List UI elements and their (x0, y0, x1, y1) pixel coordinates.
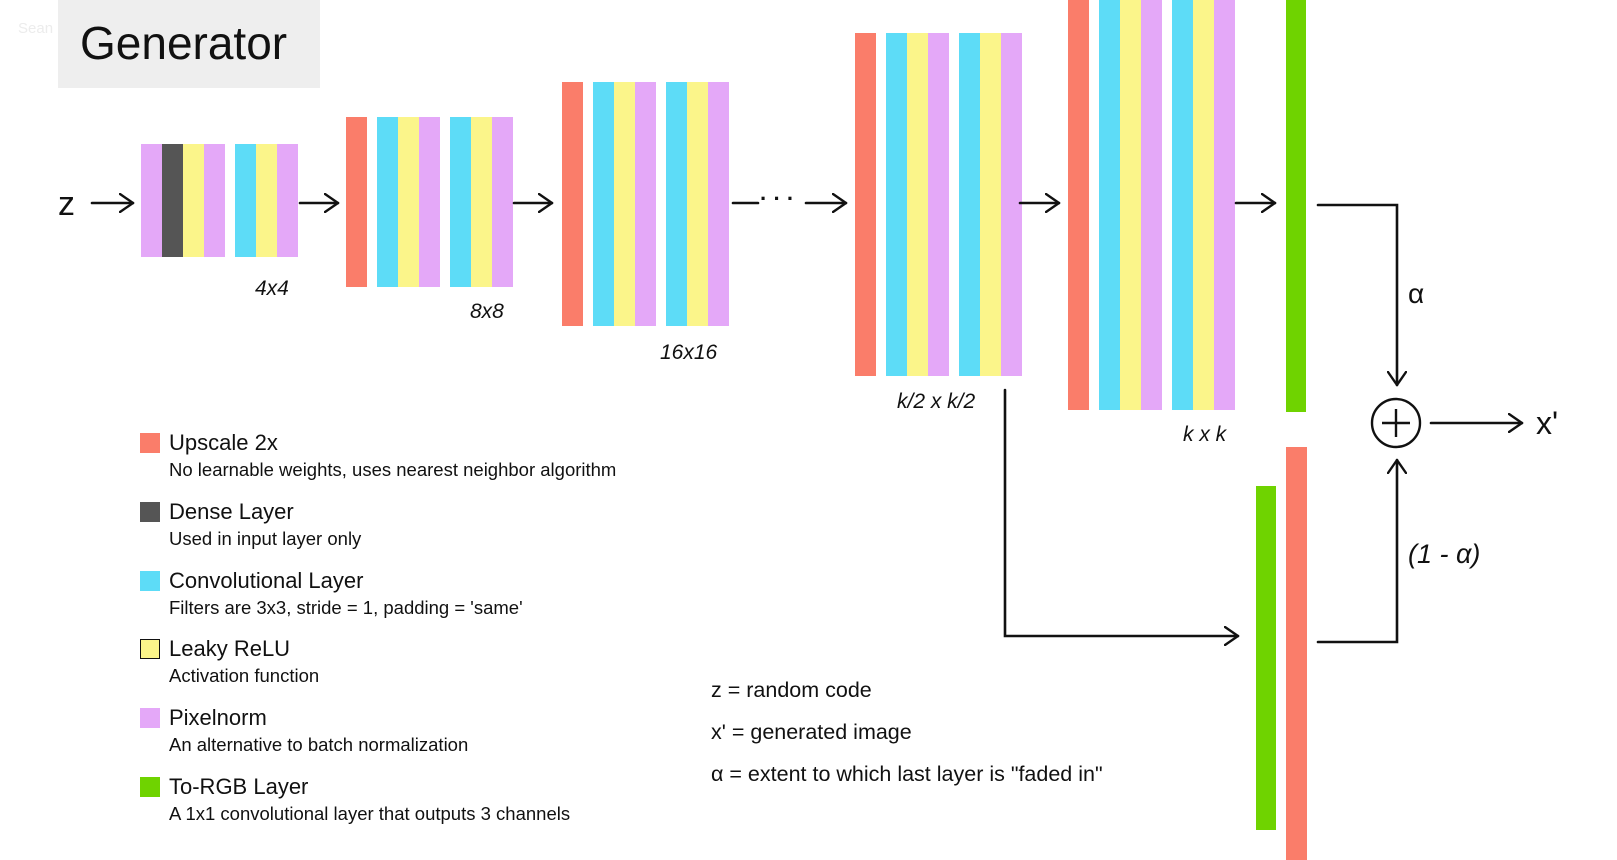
block-8x8: 8x8 (346, 117, 513, 323)
block-8x8-conv-layer-6 (450, 117, 471, 287)
block-16x16: 16x16 (562, 82, 729, 364)
note-x-prime: x' = generated image (711, 720, 912, 744)
one-minus-alpha-label: (1 - α) (1408, 539, 1480, 569)
block-k-half-pixelnorm-layer-8 (1001, 33, 1022, 376)
legend-swatch-conv (140, 571, 160, 591)
legend-name-upscale: Upscale 2x (169, 430, 278, 455)
block-16x16-pixelnorm-layer-8 (708, 82, 729, 326)
block-k-half-relu-layer-3 (907, 33, 928, 376)
legend-swatch-upscale (140, 433, 160, 453)
block-4x4-pixelnorm-layer-7 (277, 144, 298, 257)
legend-desc-upscale: No learnable weights, uses nearest neigh… (169, 459, 617, 480)
block-k-relu-layer-7 (1193, 0, 1214, 410)
block-16x16-relu-layer-3 (614, 82, 635, 326)
input-label: z (58, 185, 75, 223)
block-4x4: 4x4 (141, 144, 298, 300)
block-16x16-conv-layer-2 (593, 82, 614, 326)
block-k-half-relu-layer-7 (980, 33, 1001, 376)
dots-ellipsis: · · · (760, 186, 794, 211)
torgb-layer-main (1286, 0, 1306, 412)
block-k-relu-layer-3 (1120, 0, 1141, 410)
watermark-text: Sean (18, 20, 53, 37)
legend-desc-relu: Activation function (169, 665, 320, 686)
output-label: x' (1536, 405, 1558, 441)
legend-name-conv: Convolutional Layer (169, 568, 364, 593)
block-8x8-pixelnorm-layer-8 (492, 117, 513, 287)
block-k-pixelnorm-layer-8 (1214, 0, 1235, 410)
legend-swatch-relu (140, 639, 160, 659)
alpha-label: α (1408, 278, 1424, 309)
arrows-group (90, 203, 1524, 644)
block-4x4-resolution-label: 4x4 (255, 277, 289, 300)
block-4x4-conv-layer-5 (235, 144, 256, 257)
legend-name-torgb: To-RGB Layer (169, 774, 309, 799)
legend-name-dense: Dense Layer (169, 499, 294, 524)
block-8x8-upscale-layer-0 (346, 117, 367, 287)
block-16x16-conv-layer-6 (666, 82, 687, 326)
block-k-half-resolution-label: k/2 x k/2 (897, 390, 976, 413)
block-k-half-pixelnorm-layer-4 (928, 33, 949, 376)
block-k-half: k/2 x k/2 (855, 33, 1022, 413)
blocks-group: 4x4 8x8 16x16 k/2 x k/2 k x k (141, 0, 1235, 446)
note-z: z = random code (711, 678, 872, 702)
block-k-pixelnorm-layer-4 (1141, 0, 1162, 410)
upscale-layer-skip (1286, 447, 1307, 860)
block-4x4-relu-layer-2 (183, 144, 204, 257)
note-alpha: α = extent to which last layer is "faded… (711, 762, 1103, 786)
block-8x8-resolution-label: 8x8 (470, 300, 504, 323)
legend-swatch-pixelnorm (140, 708, 160, 728)
title-box: Generator (58, 0, 320, 88)
diagram-title: Generator (80, 17, 288, 69)
legend-name-pixelnorm: Pixelnorm (169, 705, 267, 730)
block-k-conv-layer-2 (1099, 0, 1120, 410)
block-16x16-relu-layer-7 (687, 82, 708, 326)
block-4x4-relu-layer-6 (256, 144, 277, 257)
legend-swatch-dense (140, 502, 160, 522)
block-16x16-upscale-layer-0 (562, 82, 583, 326)
block-8x8-relu-layer-3 (398, 117, 419, 287)
block-k-conv-layer-6 (1172, 0, 1193, 410)
legend-name-relu: Leaky ReLU (169, 636, 291, 661)
block-8x8-pixelnorm-layer-4 (419, 117, 440, 287)
sum-node (1370, 397, 1422, 449)
block-k-half-upscale-layer-0 (855, 33, 876, 376)
block-16x16-pixelnorm-layer-4 (635, 82, 656, 326)
path-alpha-branch (1316, 203, 1397, 387)
legend-desc-conv: Filters are 3x3, stride = 1, padding = '… (169, 597, 523, 618)
block-k-half-conv-layer-2 (886, 33, 907, 376)
path-one-minus-alpha-branch (1316, 458, 1397, 644)
block-8x8-relu-layer-7 (471, 117, 492, 287)
block-16x16-resolution-label: 16x16 (660, 341, 718, 364)
block-k-upscale-layer-0 (1068, 0, 1089, 410)
block-k: k x k (1068, 0, 1235, 446)
legend-desc-pixelnorm: An alternative to batch normalization (169, 734, 469, 755)
torgb-layer-skip (1256, 486, 1276, 830)
torgb-group (1256, 0, 1307, 860)
block-4x4-pixelnorm-layer-3 (204, 144, 225, 257)
block-4x4-dense-layer-1 (162, 144, 183, 257)
block-k-half-conv-layer-6 (959, 33, 980, 376)
legend-desc-torgb: A 1x1 convolutional layer that outputs 3… (169, 803, 571, 824)
legend-swatch-torgb (140, 777, 160, 797)
block-4x4-pixelnorm-layer-0 (141, 144, 162, 257)
block-k-resolution-label: k x k (1183, 423, 1228, 446)
block-8x8-conv-layer-2 (377, 117, 398, 287)
path-skip-branch (1003, 388, 1240, 636)
legend-desc-dense: Used in input layer only (169, 528, 362, 549)
